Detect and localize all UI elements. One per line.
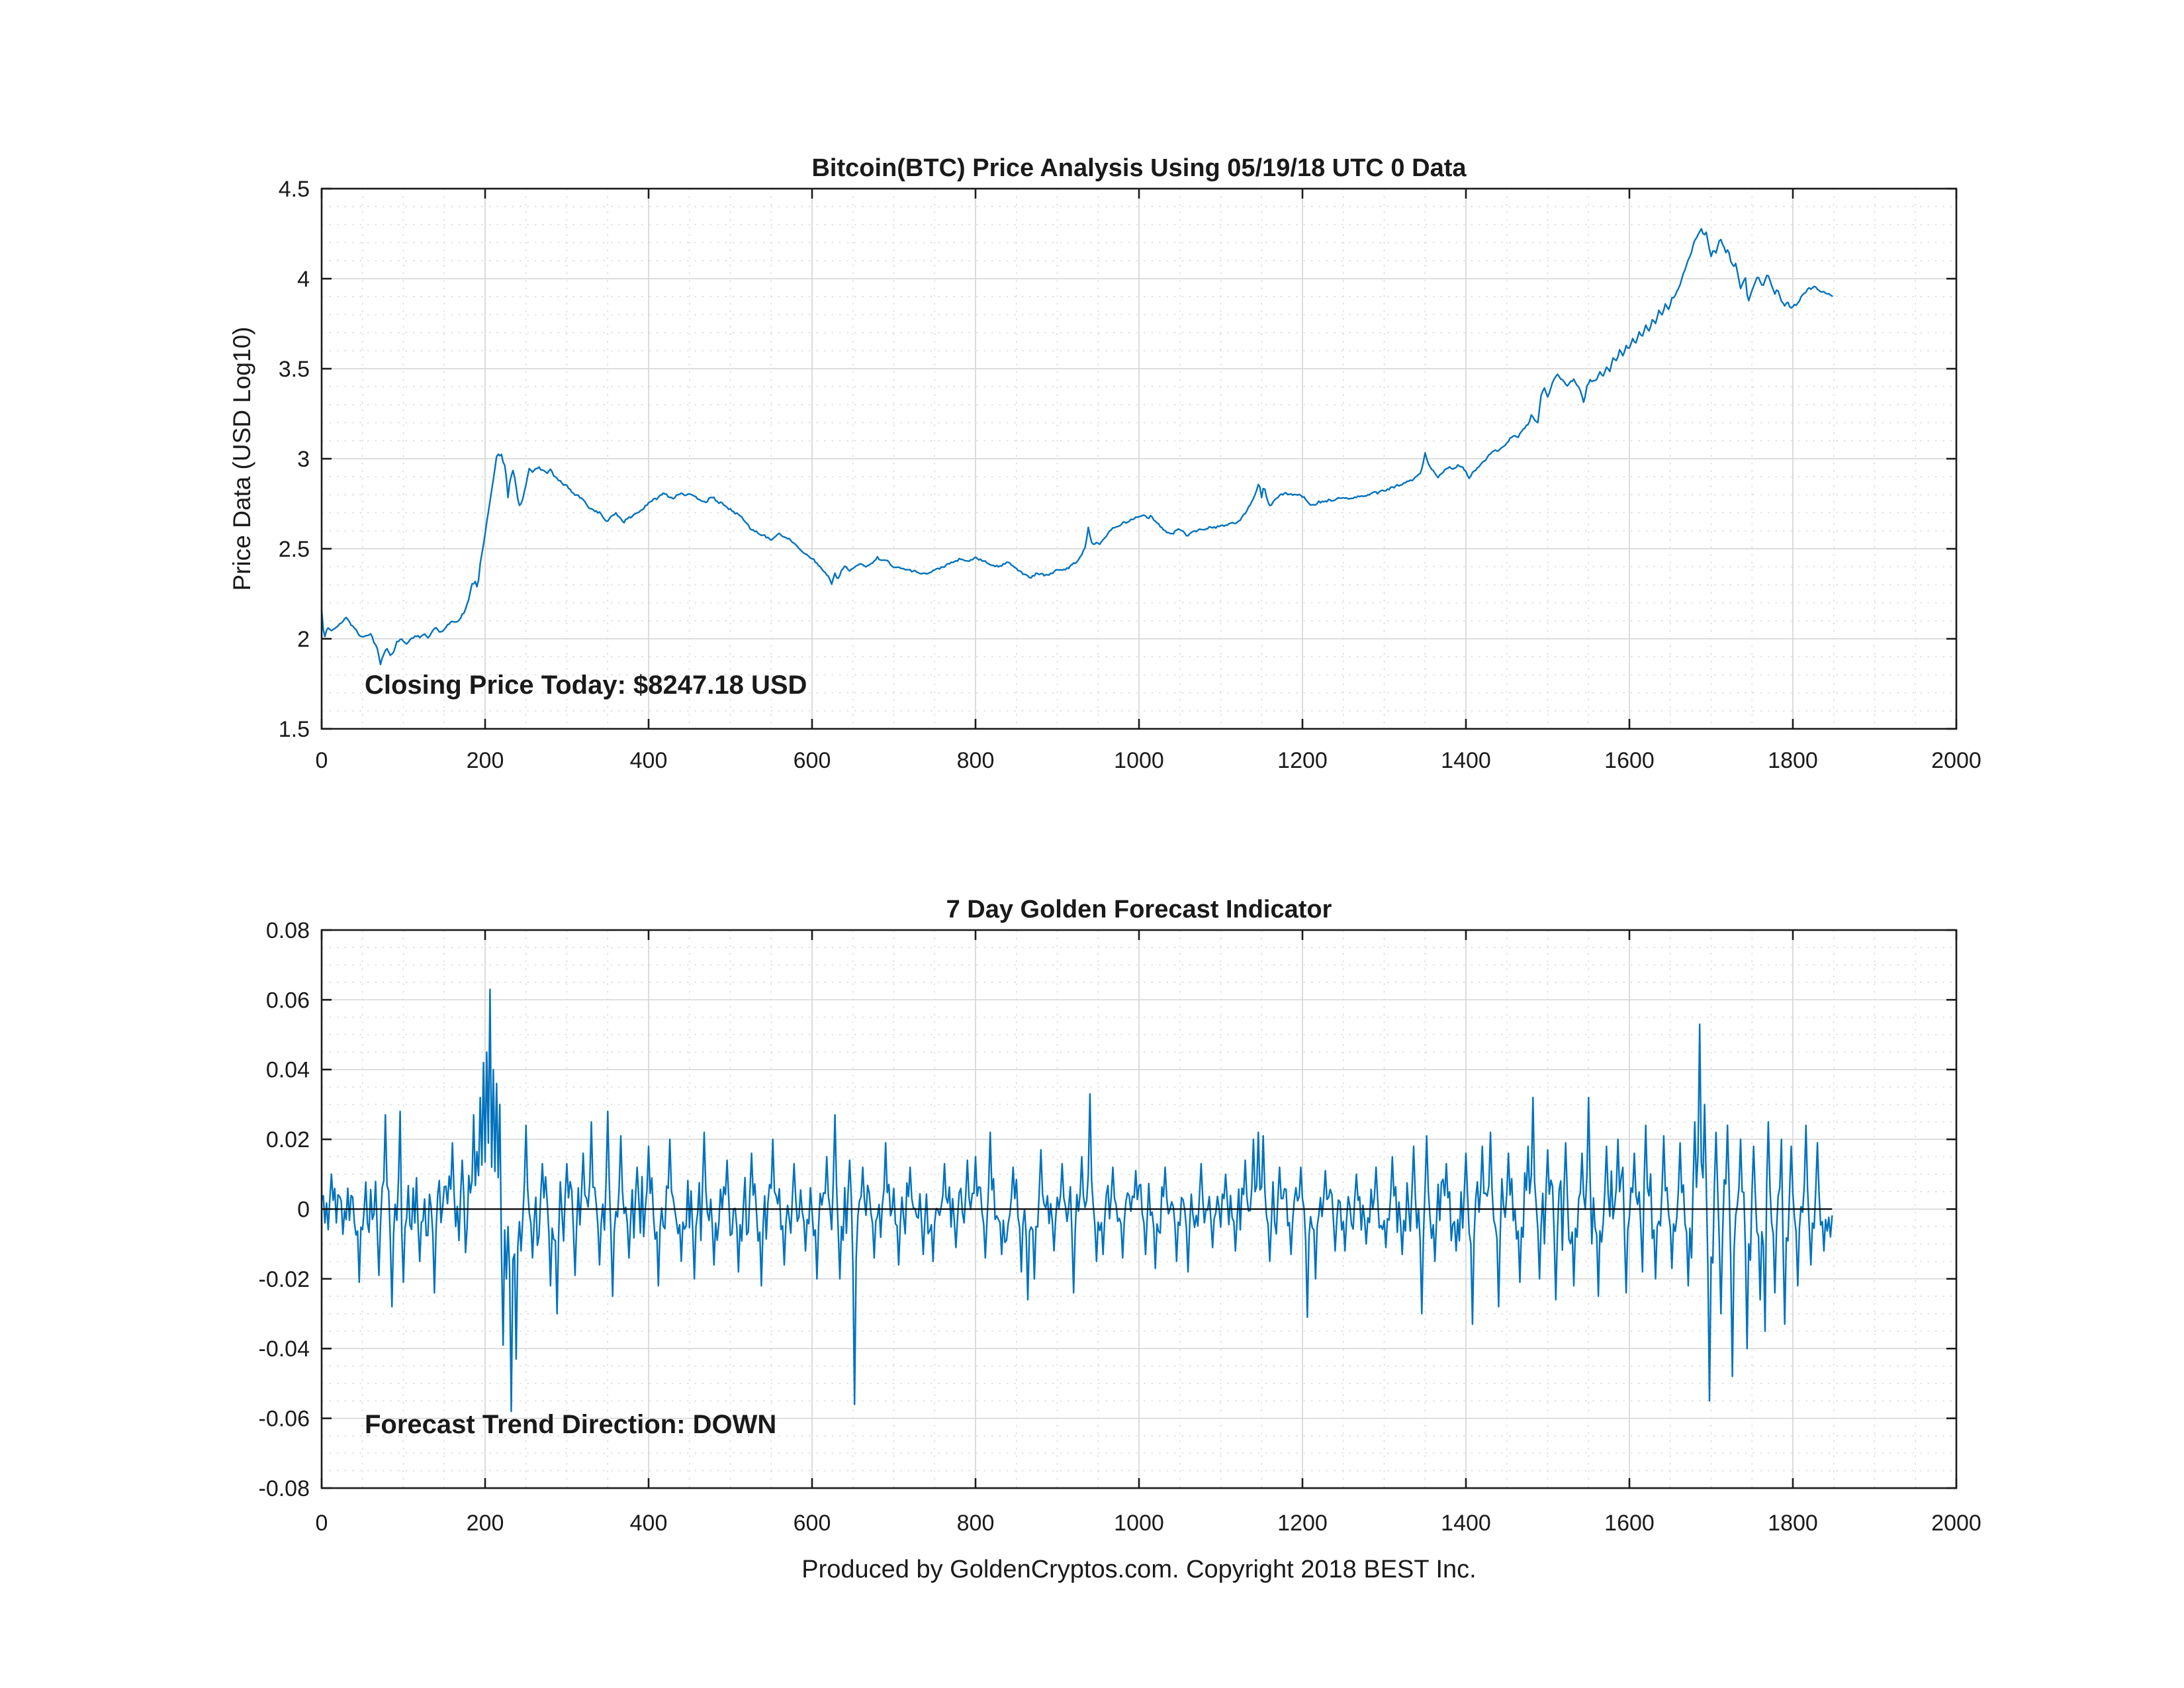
x-tick-label: 0 [316,748,328,773]
x-tick-label: 200 [467,748,504,773]
closing-price-annotation: Closing Price Today: $8247.18 USD [365,671,807,700]
y-tick-label: 4 [297,267,310,292]
figure-caption: Produced by GoldenCryptos.com. Copyright… [801,1556,1477,1583]
x-tick-label: 1600 [1604,748,1655,773]
bottom-chart-title: 7 Day Golden Forecast Indicator [946,896,1332,923]
indicator-line [320,988,1833,1413]
x-tick-label: 1400 [1441,1511,1491,1536]
y-tick-label: -0.04 [259,1336,310,1362]
y-tick-label: 3 [297,447,310,472]
y-tick-label: -0.06 [259,1407,310,1432]
x-tick-label: 1800 [1768,748,1818,773]
y-tick-label: 4.5 [279,177,310,202]
y-tick-label: 0.02 [266,1127,310,1152]
x-tick-label: 1800 [1768,1511,1818,1536]
x-tick-label: 400 [630,1511,668,1536]
x-tick-label: 0 [316,1511,328,1536]
x-tick-label: 600 [794,1511,831,1536]
x-tick-label: 1000 [1114,1511,1164,1536]
y-tick-label: 0.06 [266,988,310,1013]
x-tick-label: 1000 [1114,748,1164,773]
y-tick-label: 0.04 [266,1058,310,1083]
x-tick-label: 800 [957,1511,995,1536]
x-tick-label: 1200 [1277,1511,1328,1536]
price-line [320,228,1833,665]
top-chart-ylabel: Price Data (USD Log10) [228,326,255,591]
x-tick-label: 1400 [1441,748,1491,773]
x-tick-label: 1600 [1604,1511,1655,1536]
y-tick-label: 2.5 [279,537,310,562]
y-tick-label: 0.08 [266,918,310,943]
x-tick-label: 400 [630,748,668,773]
x-tick-label: 2000 [1931,748,1981,773]
x-tick-label: 600 [794,748,831,773]
y-tick-label: -0.02 [259,1267,310,1292]
x-tick-label: 200 [467,1511,504,1536]
y-tick-label: 2 [297,627,310,652]
x-tick-label: 800 [957,748,995,773]
top-chart-title: Bitcoin(BTC) Price Analysis Using 05/19/… [811,154,1467,182]
y-tick-label: 1.5 [279,717,310,742]
x-tick-label: 2000 [1931,1511,1981,1536]
y-tick-label: 3.5 [279,357,310,382]
y-tick-label: -0.08 [259,1476,310,1501]
forecast-trend-annotation: Forecast Trend Direction: DOWN [365,1410,777,1439]
x-tick-label: 1200 [1277,748,1328,773]
y-tick-label: 0 [297,1197,310,1222]
